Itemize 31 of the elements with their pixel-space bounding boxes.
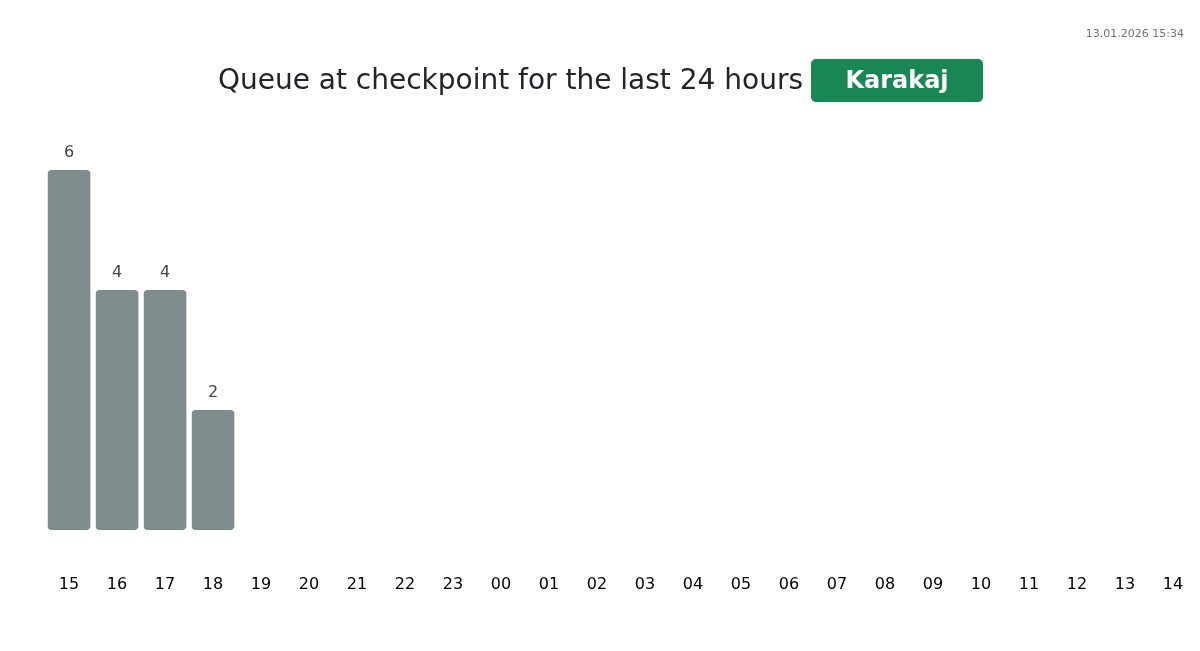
x-tick-label: 07 (826, 573, 848, 593)
x-tick-label: 13 (1114, 573, 1136, 593)
x-tick-label: 22 (394, 573, 416, 593)
x-tick-label: 08 (874, 573, 896, 593)
data-label: 6 (63, 142, 75, 161)
chart-subtitle: Karakaj (845, 66, 949, 94)
x-tick-label: 21 (346, 573, 368, 593)
x-tick-label: 19 (250, 573, 272, 593)
data-label: 4 (159, 262, 171, 281)
x-tick-label: 23 (442, 573, 464, 593)
x-tick-label: 16 (106, 573, 128, 593)
x-tick-label: 10 (970, 573, 992, 593)
chart-title: Queue at checkpoint for the last 24 hours (217, 63, 803, 96)
x-tick-label: 04 (682, 573, 704, 593)
x-tick-label: 12 (1066, 573, 1088, 593)
x-tick-label: 14 (1162, 573, 1184, 593)
x-tick-label: 09 (922, 573, 944, 593)
x-tick-label: 01 (538, 573, 560, 593)
x-tick-label: 00 (490, 573, 512, 593)
text: 13.01.2026 15:34 (1085, 27, 1184, 40)
x-tick-label: 05 (730, 573, 752, 593)
x-tick-label: 15 (58, 573, 80, 593)
x-tick-label: 03 (634, 573, 656, 593)
x-tick-label: 02 (586, 573, 608, 593)
data-label: 2 (207, 382, 219, 401)
x-tick-label: 17 (154, 573, 176, 593)
data-label: 4 (111, 262, 123, 281)
x-tick-label: 11 (1018, 573, 1040, 593)
x-tick-label: 06 (778, 573, 800, 593)
x-tick-label: 18 (202, 573, 224, 593)
x-tick-label: 20 (298, 573, 320, 593)
